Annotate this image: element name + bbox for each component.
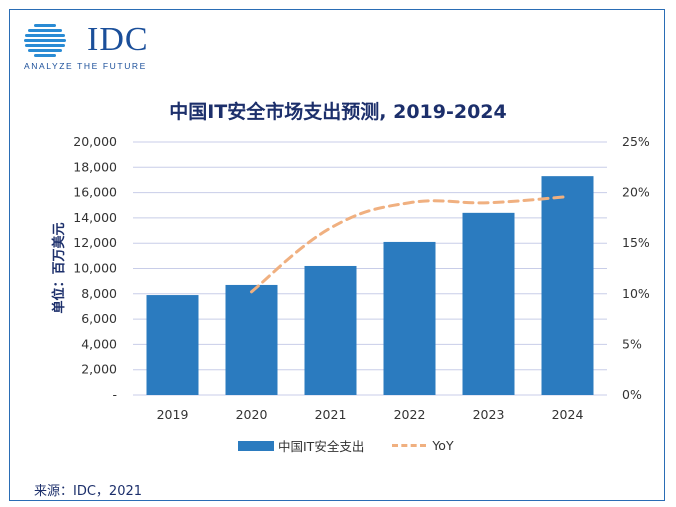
y-axis-label: 单位：百万美元: [51, 222, 67, 313]
x-tick-label: 2020: [236, 407, 268, 422]
legend-bar-label: 中国IT安全支出: [278, 439, 365, 454]
left-tick-label: 16,000: [73, 185, 117, 200]
legend-bar-swatch: [238, 440, 274, 451]
logo-tagline: ANALYZE THE FUTURE: [24, 61, 147, 71]
yoy-series-line: [250, 195, 569, 294]
left-tick-label: 18,000: [73, 159, 117, 174]
bar: [383, 241, 436, 395]
left-tick-label: 20,000: [73, 134, 117, 149]
bar: [304, 265, 357, 395]
right-tick-label: 5%: [622, 336, 642, 351]
logo-wordmark: IDC: [87, 21, 149, 58]
bar: [462, 212, 515, 395]
left-tick-label: 2,000: [81, 362, 117, 377]
right-tick-label: 25%: [622, 134, 650, 149]
x-tick-label: 2023: [473, 407, 505, 422]
legend-line-swatch: [392, 444, 427, 447]
right-tick-label: 15%: [622, 235, 650, 250]
chart-title: 中国IT安全市场支出预测, 2019-2024: [169, 101, 507, 123]
right-tick-label: 10%: [622, 286, 650, 301]
left-tick-label: -: [112, 387, 117, 402]
x-tick-label: 2022: [394, 407, 426, 422]
source-note: 来源：IDC，2021: [34, 484, 143, 499]
bar: [225, 284, 278, 395]
legend-line-label: YoY: [432, 438, 454, 453]
left-tick-label: 14,000: [73, 210, 117, 225]
right-tick-label: 0%: [622, 387, 642, 402]
left-tick-label: 10,000: [73, 261, 117, 276]
right-tick-label: 20%: [622, 185, 650, 200]
legend: 中国IT安全支出 YoY: [238, 436, 454, 455]
globe-logo-icon: [24, 24, 66, 57]
x-tick-label: 2019: [157, 407, 189, 422]
bar: [541, 176, 594, 395]
left-tick-label: 6,000: [81, 311, 117, 326]
idc-logo: IDC ANALYZE THE FUTURE: [22, 20, 172, 72]
left-tick-label: 12,000: [73, 235, 117, 250]
x-tick-label: 2024: [552, 407, 584, 422]
bar: [146, 295, 199, 395]
left-tick-label: 4,000: [81, 336, 117, 351]
x-tick-label: 2021: [315, 407, 347, 422]
left-tick-label: 8,000: [81, 286, 117, 301]
